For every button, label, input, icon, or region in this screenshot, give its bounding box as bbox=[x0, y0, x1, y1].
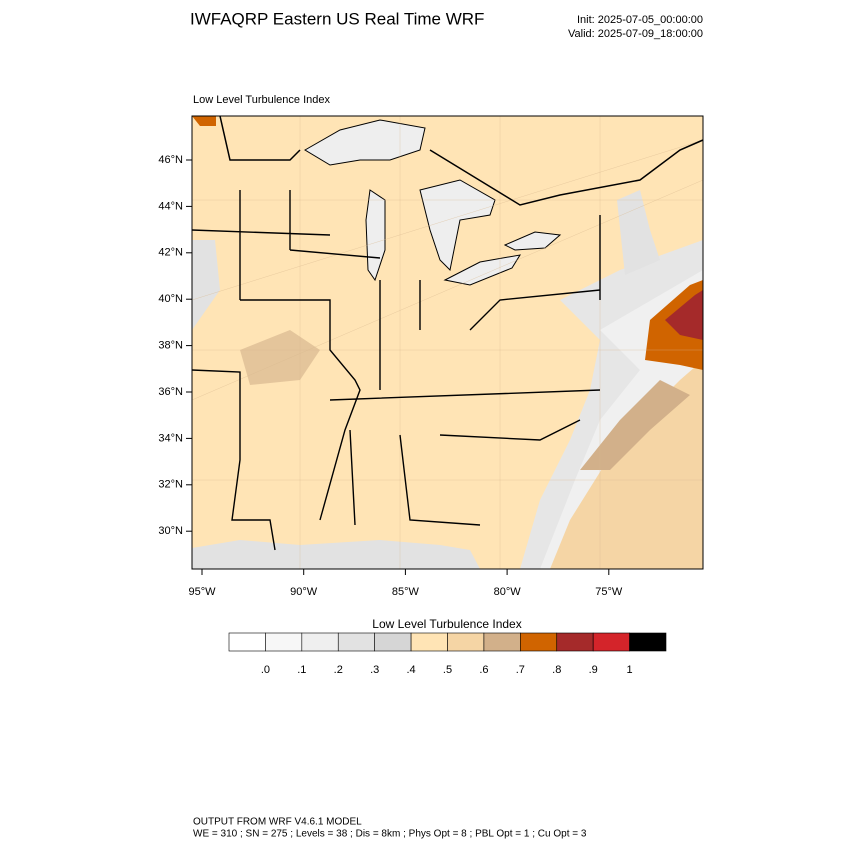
county-lines bbox=[192, 116, 703, 569]
lon-label: 95°W bbox=[188, 586, 216, 598]
colorbar-swatch bbox=[265, 632, 303, 652]
map-frame bbox=[191, 115, 704, 570]
footer-line: WE = 310 ; SN = 275 ; Levels = 38 ; Dis … bbox=[193, 829, 587, 840]
offshore-band bbox=[580, 380, 690, 470]
map bbox=[192, 116, 703, 569]
lake-ontario bbox=[503, 231, 562, 251]
init-time: Init: 2025-07-05_00:00:00 bbox=[577, 14, 703, 26]
lon-label: 75°W bbox=[595, 586, 623, 598]
lake-superior bbox=[304, 119, 426, 166]
colorbar-swatch bbox=[629, 632, 667, 652]
lon-label: 90°W bbox=[290, 586, 318, 598]
colorbar-swatch bbox=[592, 632, 630, 652]
max-index bbox=[665, 290, 703, 340]
lat-label: 36°N bbox=[158, 386, 183, 398]
border bbox=[219, 116, 703, 206]
colorbar-label: .3 bbox=[370, 664, 379, 676]
nw-spot bbox=[192, 116, 216, 126]
colorbar-swatch bbox=[374, 632, 412, 652]
colorbar-label: .7 bbox=[516, 664, 525, 676]
colorbar-label: .5 bbox=[443, 664, 452, 676]
colorbar-label: .8 bbox=[552, 664, 561, 676]
lat-label: 32°N bbox=[158, 479, 183, 491]
colorbar-label: .0 bbox=[261, 664, 270, 676]
colorbar-label: .4 bbox=[406, 664, 415, 676]
colorbar-swatch bbox=[483, 632, 521, 652]
colorbar-label: .1 bbox=[297, 664, 306, 676]
lon-label: 80°W bbox=[494, 586, 522, 598]
colorbar-swatch bbox=[228, 632, 266, 652]
footer-line: OUTPUT FROM WRF V4.6.1 MODEL bbox=[193, 817, 362, 828]
colorbar-swatch bbox=[556, 632, 594, 652]
colorbar-label: .2 bbox=[334, 664, 343, 676]
lat-label: 30°N bbox=[158, 525, 183, 537]
lat-label: 34°N bbox=[158, 432, 183, 444]
lat-label: 46°N bbox=[158, 154, 183, 166]
colorbar-label: 1 bbox=[627, 664, 633, 676]
title: IWFAQRP Eastern US Real Time WRF bbox=[190, 9, 484, 28]
colorbar-swatch bbox=[410, 632, 448, 652]
new-england-gray bbox=[617, 190, 660, 275]
map-subtitle: Low Level Turbulence Index bbox=[193, 94, 330, 106]
lat-label: 44°N bbox=[158, 200, 183, 212]
lat-label: 40°N bbox=[158, 293, 183, 305]
lat-label: 38°N bbox=[158, 340, 183, 352]
lat-label: 42°N bbox=[158, 247, 183, 259]
lon-label: 85°W bbox=[392, 586, 420, 598]
valid-time: Valid: 2025-07-09_18:00:00 bbox=[568, 28, 703, 40]
west-gray bbox=[192, 240, 220, 330]
colorbar-title: Low Level Turbulence Index bbox=[372, 617, 521, 631]
gulf bbox=[192, 540, 480, 569]
colorbar-swatch bbox=[301, 632, 339, 652]
lake-huron bbox=[419, 179, 496, 272]
colorbar-label: .6 bbox=[479, 664, 488, 676]
state-lines bbox=[192, 190, 601, 551]
lake-erie bbox=[443, 254, 522, 286]
colorbar-swatch bbox=[447, 632, 485, 652]
colorbar-swatch bbox=[520, 632, 558, 652]
colorbar-label: .9 bbox=[589, 664, 598, 676]
colorbar-swatch bbox=[337, 632, 375, 652]
